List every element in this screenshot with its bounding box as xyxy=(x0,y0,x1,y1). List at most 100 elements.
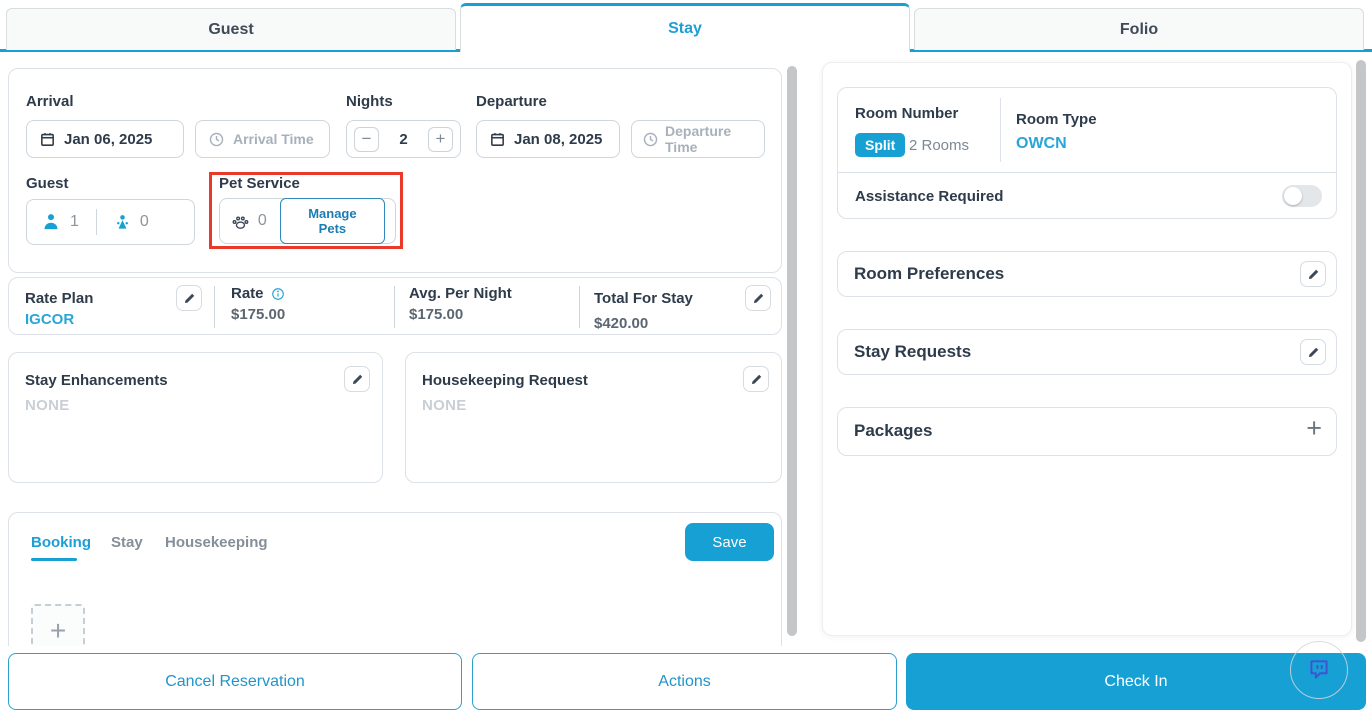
tab-folio-label: Folio xyxy=(1119,20,1159,38)
stay-requests-title: Stay Requests xyxy=(854,342,972,361)
rate-plan-label: Rate Plan xyxy=(25,289,94,307)
notes-tab-stay[interactable]: Stay xyxy=(111,534,143,551)
stay-enhancements-edit-button[interactable] xyxy=(344,366,370,392)
rate-value: $175.00 xyxy=(231,306,286,323)
total-for-stay-value: $420.00 xyxy=(594,315,649,332)
stay-requests-card: Stay Requests xyxy=(837,329,1337,375)
avg-per-night-value: $175.00 xyxy=(409,306,464,323)
pencil-icon xyxy=(184,293,194,303)
clock-icon xyxy=(643,132,658,146)
pet-count: 0 xyxy=(257,212,267,229)
rooms-count: 2 Rooms xyxy=(909,137,970,154)
avg-per-night-label: Avg. Per Night xyxy=(409,285,512,302)
adults-count: 1 xyxy=(70,213,79,230)
reservation-tabbar: Guest Stay Folio xyxy=(0,0,1372,52)
notes-tab-housekeeping[interactable]: Housekeeping xyxy=(165,534,268,551)
stay-enhancements-title: Stay Enhancements xyxy=(25,372,168,389)
calendar-icon xyxy=(41,132,54,146)
guest-label: Guest xyxy=(26,175,69,192)
child-icon xyxy=(116,214,128,229)
plus-icon: + xyxy=(1306,413,1322,443)
add-package-button[interactable]: + xyxy=(1306,413,1322,444)
tab-stay-label: Stay xyxy=(668,20,702,37)
nights-stepper: − 2 + xyxy=(346,120,461,158)
packages-card: Packages + xyxy=(837,407,1337,456)
room-preferences-card: Room Preferences xyxy=(837,251,1337,297)
check-in-button[interactable]: Check In xyxy=(906,653,1366,710)
nights-plus-button[interactable]: + xyxy=(428,126,453,152)
room-preferences-edit-button[interactable] xyxy=(1300,261,1326,287)
calendar-icon xyxy=(491,132,504,146)
chat-widget-button[interactable] xyxy=(1290,641,1348,699)
footer-bar: Cancel Reservation Actions Check In xyxy=(0,646,1372,713)
assistance-required-label: Assistance Required xyxy=(855,188,1004,205)
arrival-time-field[interactable]: Arrival Time xyxy=(195,120,330,158)
pet-service-label: Pet Service xyxy=(219,175,300,192)
departure-time-field[interactable]: Departure Time xyxy=(631,120,765,158)
pet-service-highlight-box xyxy=(209,172,403,249)
housekeeping-request-edit-button[interactable] xyxy=(743,366,769,392)
actions-button[interactable]: Actions xyxy=(472,653,897,710)
minus-icon: − xyxy=(361,128,372,148)
rate-col-divider xyxy=(394,286,395,328)
stay-enhancements-value: NONE xyxy=(25,397,70,414)
arrival-date-field[interactable]: Jan 06, 2025 xyxy=(26,120,184,158)
pet-service-field: 0 Manage Pets xyxy=(219,198,396,244)
notes-tab-underline xyxy=(31,558,77,561)
plus-icon: + xyxy=(435,128,446,148)
tab-guest[interactable]: Guest xyxy=(6,8,456,50)
departure-time-placeholder: Departure Time xyxy=(665,123,732,155)
pencil-icon xyxy=(1308,347,1318,357)
room-preferences-title: Room Preferences xyxy=(854,264,1005,283)
paw-icon xyxy=(232,216,249,229)
chat-bubble-icon xyxy=(1310,660,1328,679)
tab-stay[interactable]: Stay xyxy=(460,3,910,52)
total-edit-button[interactable] xyxy=(745,285,771,311)
split-badge[interactable]: Split xyxy=(855,133,906,157)
room-info-divider xyxy=(1000,98,1001,162)
rate-plan-edit-button[interactable] xyxy=(176,285,202,311)
info-icon[interactable] xyxy=(271,287,285,301)
notes-tab-booking[interactable]: Booking xyxy=(31,534,91,551)
guest-count-field[interactable]: 1 0 xyxy=(26,199,195,245)
toggle-knob xyxy=(1284,187,1302,205)
pencil-icon xyxy=(753,293,763,303)
pencil-icon xyxy=(1308,269,1318,279)
left-panel-scrollbar[interactable] xyxy=(787,66,797,636)
rate-plan-value[interactable]: IGCOR xyxy=(25,311,75,328)
total-for-stay-label: Total For Stay xyxy=(594,289,693,307)
pencil-icon xyxy=(751,374,761,384)
departure-label: Departure xyxy=(476,93,547,110)
page-scrollbar[interactable] xyxy=(1356,60,1366,642)
room-type-value[interactable]: OWCN xyxy=(1016,135,1067,152)
stay-details-card: Arrival Nights Departure Jan 06, 2025 Ar… xyxy=(8,68,782,273)
room-info-card: Room Number Split 2 Rooms Room Type OWCN… xyxy=(837,87,1337,219)
nights-minus-button[interactable]: − xyxy=(354,126,379,152)
save-button[interactable]: Save xyxy=(685,523,774,561)
nights-label: Nights xyxy=(346,93,393,110)
children-count: 0 xyxy=(139,213,149,230)
arrival-date-value: Jan 06, 2025 xyxy=(64,130,153,148)
manage-pets-button[interactable]: Manage Pets xyxy=(279,198,385,244)
departure-date-value: Jan 08, 2025 xyxy=(514,130,603,148)
arrival-label: Arrival xyxy=(26,93,74,110)
guest-field-divider xyxy=(95,209,97,235)
clock-icon xyxy=(209,132,224,146)
room-panel: Room Number Split 2 Rooms Room Type OWCN… xyxy=(822,62,1352,636)
rate-label: Rate xyxy=(231,285,264,302)
room-number-label: Room Number xyxy=(855,105,959,122)
adult-icon xyxy=(44,214,58,230)
housekeeping-request-value: NONE xyxy=(422,397,467,414)
stay-requests-edit-button[interactable] xyxy=(1300,339,1326,365)
tab-guest-label: Guest xyxy=(208,20,254,38)
pencil-icon xyxy=(352,374,362,384)
tab-folio[interactable]: Folio xyxy=(914,8,1364,50)
room-type-label: Room Type xyxy=(1016,111,1097,128)
stay-enhancements-card: Stay Enhancements NONE xyxy=(8,352,383,483)
cancel-reservation-button[interactable]: Cancel Reservation xyxy=(8,653,462,710)
assistance-toggle[interactable] xyxy=(1282,185,1322,207)
housekeeping-request-card: Housekeeping Request NONE xyxy=(405,352,782,483)
housekeeping-request-title: Housekeeping Request xyxy=(422,372,588,389)
departure-date-field[interactable]: Jan 08, 2025 xyxy=(476,120,620,158)
rate-summary-card: Rate Plan IGCOR Rate $175.00 Avg. Per Ni… xyxy=(8,277,782,335)
